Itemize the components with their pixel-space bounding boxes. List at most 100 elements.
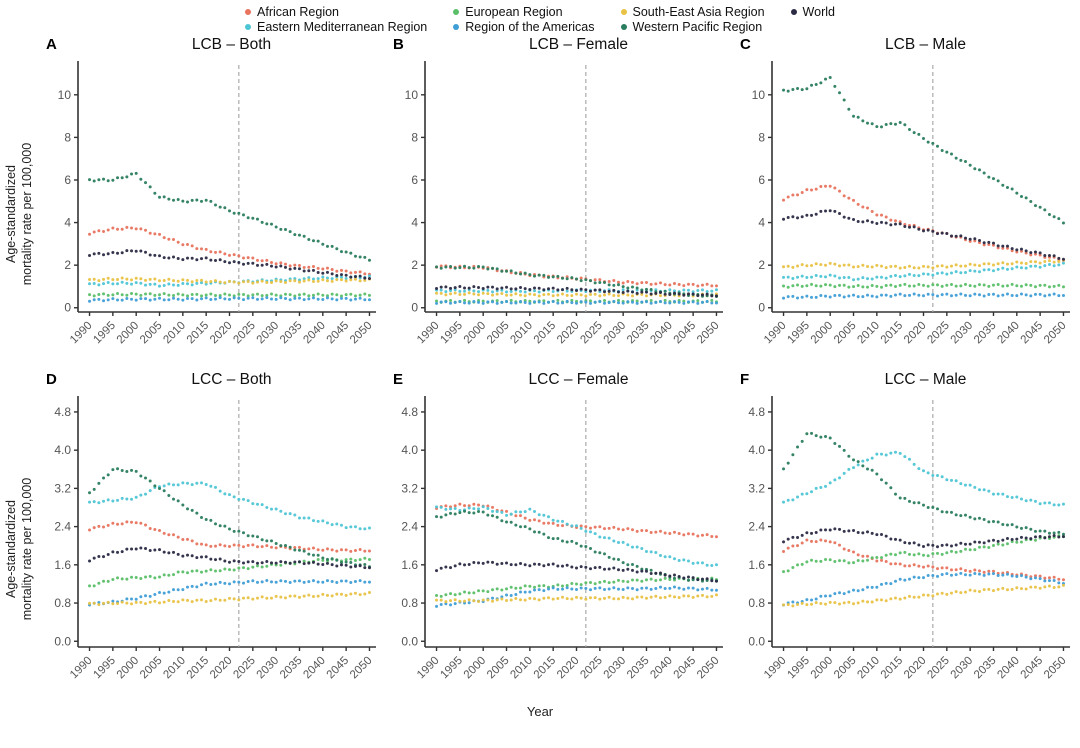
svg-text:2040: 2040 (648, 320, 675, 347)
svg-text:2035: 2035 (625, 320, 652, 347)
axes: 0.00.81.62.43.24.04.81990199520002005201… (54, 396, 376, 681)
svg-text:10: 10 (405, 88, 419, 102)
svg-text:1990: 1990 (68, 655, 95, 682)
series-se_asia (88, 591, 371, 607)
svg-text:4: 4 (411, 216, 418, 230)
panel-letter-a: A (46, 36, 57, 53)
svg-text:2045: 2045 (672, 320, 699, 347)
svg-text:2045: 2045 (325, 320, 352, 347)
plot-lcb-male: 0246810199019952000200520102015202020252… (752, 61, 1070, 347)
svg-text:2050: 2050 (1042, 655, 1069, 682)
legend-item-world: World (790, 5, 835, 19)
svg-text:2010: 2010 (161, 320, 188, 347)
svg-text:2015: 2015 (879, 320, 906, 347)
svg-text:1990: 1990 (415, 320, 442, 347)
series-european (88, 556, 371, 588)
panel-row-lcc: Age-standardized mortality rate per 100,… (0, 368, 1080, 703)
svg-text:0.0: 0.0 (401, 634, 418, 648)
svg-text:1995: 1995 (91, 655, 118, 682)
svg-text:1990: 1990 (762, 655, 789, 682)
series-americas (88, 296, 371, 303)
legend-column: World (790, 5, 835, 19)
legend-column: South-East Asia Region Western Pacific Re… (620, 5, 765, 34)
series-eastern_med (782, 261, 1065, 282)
series-western_pacific (782, 431, 1065, 536)
svg-text:2045: 2045 (1019, 655, 1046, 682)
svg-text:1.6: 1.6 (748, 558, 765, 572)
panel-letter-b: B (393, 36, 404, 53)
svg-text:2050: 2050 (1042, 320, 1069, 347)
legend-swatch-european-region (453, 9, 460, 15)
panel-row-lcb: Age-standardized mortality rate per 100,… (0, 33, 1080, 368)
legend-swatch-eastern-mediterranean-region (245, 24, 252, 30)
plot-lcc-male: 0.00.81.62.43.24.04.81990199520002005201… (748, 396, 1070, 682)
legend-swatch-western-pacific-region (620, 24, 627, 30)
svg-text:2015: 2015 (185, 655, 212, 682)
panel-letter-f: F (740, 371, 750, 388)
svg-text:0.0: 0.0 (54, 634, 71, 648)
series-americas (782, 292, 1065, 300)
svg-text:3.2: 3.2 (401, 481, 418, 495)
svg-text:2040: 2040 (995, 655, 1022, 682)
svg-text:2005: 2005 (138, 655, 165, 682)
svg-text:2000: 2000 (809, 655, 836, 682)
series-world (88, 546, 371, 570)
legend-swatch-south-east-asia-region (620, 9, 627, 15)
svg-text:2035: 2035 (278, 320, 305, 347)
svg-text:1.6: 1.6 (401, 558, 418, 572)
series-se_asia (435, 593, 718, 604)
plot-lcc-both: 0.00.81.62.43.24.04.81990199520002005201… (54, 396, 376, 681)
svg-text:4.0: 4.0 (748, 443, 765, 457)
svg-text:2005: 2005 (485, 320, 512, 347)
x-axis-label: Year (526, 704, 554, 719)
svg-text:3.2: 3.2 (748, 481, 765, 495)
panel-title-a: LCB – Both (191, 36, 272, 53)
series-european (88, 292, 371, 298)
legend-swatch-region-of-the-americas (453, 24, 460, 30)
series-western_pacific (782, 76, 1065, 225)
panel-d: D LCC – Both 0.0 0.8 1.6 2.4 3.2 4.0 4.8 1990 19… (38, 368, 385, 703)
svg-text:2045: 2045 (672, 655, 699, 682)
svg-text:2020: 2020 (902, 320, 929, 347)
svg-text:4: 4 (758, 216, 765, 230)
svg-text:0: 0 (411, 301, 418, 315)
series-americas (88, 579, 371, 607)
series-western_pacific (435, 509, 718, 583)
series-eastern_med (782, 450, 1065, 507)
svg-text:1995: 1995 (91, 320, 118, 347)
chart-legend: African Region Eastern Mediterranean Regi… (0, 0, 1080, 34)
panel-letter-d: D (46, 371, 57, 388)
plot-lcb-both: 0246810199019952000200520102015202020252… (58, 61, 376, 346)
legend-swatch-african-region (245, 9, 252, 15)
series-european (782, 282, 1065, 289)
series-se_asia (782, 258, 1065, 270)
svg-text:2030: 2030 (949, 655, 976, 682)
axes: 0246810199019952000200520102015202020252… (58, 61, 376, 346)
svg-text:2.4: 2.4 (401, 520, 418, 534)
legend-label-region-of-the-americas: Region of the Americas (465, 20, 595, 34)
svg-text:2015: 2015 (185, 320, 212, 347)
legend-item-african-region: African Region (245, 5, 427, 19)
legend-label-south-east-asia-region: South-East Asia Region (632, 5, 765, 19)
svg-text:10: 10 (752, 88, 766, 102)
svg-text:2040: 2040 (301, 320, 328, 347)
svg-text:2015: 2015 (879, 655, 906, 682)
legend-column: African Region Eastern Mediterranean Regi… (245, 5, 427, 34)
svg-text:1990: 1990 (762, 320, 789, 347)
svg-text:2040: 2040 (995, 320, 1022, 347)
svg-text:0.8: 0.8 (54, 596, 71, 610)
svg-text:2: 2 (64, 258, 71, 272)
svg-text:2000: 2000 (809, 320, 836, 347)
svg-text:8: 8 (411, 130, 418, 144)
svg-text:2010: 2010 (855, 655, 882, 682)
svg-text:2030: 2030 (255, 655, 282, 682)
panel-a: A LCB – Both 0 2 4 6 8 10 1990 1995 2000 2005 2010… (38, 33, 385, 368)
svg-text:3.2: 3.2 (54, 481, 71, 495)
series-se_asia (782, 583, 1065, 608)
svg-text:2: 2 (758, 258, 765, 272)
series-eastern_med (88, 481, 371, 531)
svg-text:2050: 2050 (348, 320, 375, 347)
legend-item-western-pacific-region: Western Pacific Region (620, 20, 765, 34)
svg-text:2030: 2030 (949, 320, 976, 347)
svg-text:2025: 2025 (578, 655, 605, 682)
